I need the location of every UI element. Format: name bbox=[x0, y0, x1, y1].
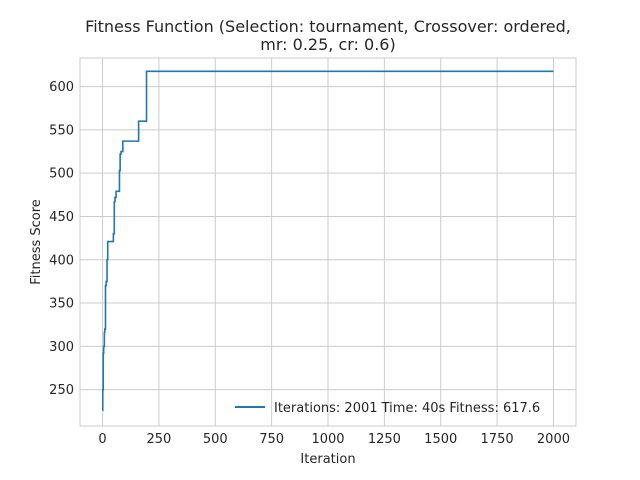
chart-subtitle: mr: 0.25, cr: 0.6) bbox=[260, 35, 395, 54]
chart-title: Fitness Function (Selection: tournament,… bbox=[85, 17, 571, 36]
y-axis-label: Fitness Score bbox=[29, 199, 44, 285]
x-tick-label: 500 bbox=[203, 432, 228, 447]
y-tick-label: 350 bbox=[49, 297, 74, 312]
x-tick-label: 750 bbox=[259, 432, 284, 447]
x-tick-label: 1000 bbox=[311, 432, 344, 447]
y-tick-label: 400 bbox=[49, 253, 74, 268]
x-tick-label: 1250 bbox=[368, 432, 401, 447]
y-tick-label: 250 bbox=[49, 383, 74, 398]
legend: Iterations: 2001 Time: 40s Fitness: 617.… bbox=[235, 401, 540, 416]
y-tick-label: 450 bbox=[49, 210, 74, 225]
tick-labels: 0 250 500 750 1000 1250 1500 1750 2000 250 300 350 4… bbox=[49, 80, 570, 447]
legend-label: Iterations: 2001 Time: 40s Fitness: 617.… bbox=[274, 401, 540, 416]
grid-layer bbox=[80, 58, 576, 426]
series-line bbox=[101, 70, 554, 412]
series-layer bbox=[101, 70, 554, 412]
y-tick-label: 300 bbox=[49, 340, 74, 355]
plot-frame bbox=[79, 57, 577, 427]
y-tick-label: 600 bbox=[49, 80, 74, 95]
x-tick-label: 250 bbox=[146, 432, 171, 447]
x-tick-label: 1750 bbox=[481, 432, 514, 447]
y-tick-label: 500 bbox=[49, 167, 74, 182]
x-tick-label: 2000 bbox=[537, 432, 570, 447]
y-tick-label: 550 bbox=[49, 123, 74, 138]
x-tick-label: 1500 bbox=[424, 432, 457, 447]
x-axis-label: Iteration bbox=[300, 452, 355, 467]
x-tick-label: 0 bbox=[98, 432, 106, 447]
